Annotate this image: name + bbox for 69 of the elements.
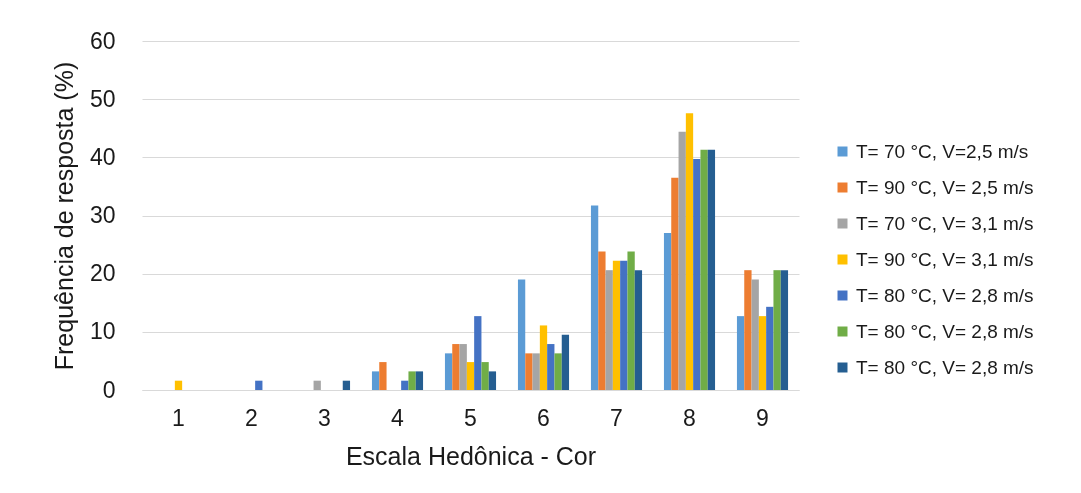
legend-label: T= 90 °C, V= 3,1 m/s — [856, 248, 1034, 270]
bar — [539, 325, 548, 390]
bar — [736, 316, 745, 390]
x-tick-label: 4 — [391, 404, 405, 431]
bar — [342, 380, 351, 390]
bar — [488, 371, 497, 390]
bar — [459, 344, 467, 390]
x-tick-label: 3 — [318, 404, 331, 431]
x-tick-label: 5 — [464, 404, 477, 431]
legend-label: T= 80 °C, V= 2,8 m/s — [856, 320, 1034, 342]
bar — [466, 362, 475, 390]
bar — [474, 316, 482, 390]
bar — [517, 279, 526, 390]
legend-label: T= 70 °C, V=2,5 m/s — [856, 140, 1029, 162]
y-tick-label: 50 — [89, 85, 116, 112]
bar — [605, 270, 613, 390]
y-axis-title: Frequência de resposta (%) — [49, 61, 78, 371]
bar — [590, 205, 599, 390]
x-tick-label: 6 — [537, 404, 550, 431]
y-tick-label: 30 — [89, 202, 116, 228]
y-tick-label: 10 — [89, 318, 116, 345]
x-tick-label: 1 — [172, 404, 185, 431]
x-tick-label: 8 — [683, 404, 696, 431]
bar — [452, 344, 460, 390]
bar — [620, 260, 628, 390]
bar — [766, 306, 774, 390]
x-axis-title: Escala Hedônica - Cor — [345, 441, 597, 470]
bar — [773, 270, 781, 390]
bar — [678, 131, 686, 390]
bar — [700, 149, 708, 390]
legend-label: T= 70 °C, V= 3,1 m/s — [856, 212, 1034, 234]
bar — [525, 353, 533, 390]
bar — [758, 316, 767, 390]
bar — [751, 279, 759, 390]
bar — [481, 362, 489, 390]
x-tick-label: 2 — [245, 404, 258, 431]
bar — [371, 371, 380, 390]
y-tick-label: 40 — [89, 143, 116, 170]
legend-label: T= 80 °C, V= 2,8 m/s — [856, 284, 1034, 306]
bar — [174, 380, 183, 390]
bar — [744, 270, 752, 390]
bar — [627, 251, 635, 390]
legend-label: T= 90 °C, V= 2,5 m/s — [856, 176, 1034, 198]
bar — [685, 113, 694, 390]
legend-label: T= 80 °C, V= 2,8 m/s — [856, 356, 1034, 378]
bar — [408, 371, 416, 390]
bar — [663, 232, 672, 390]
bar — [707, 149, 716, 390]
bar — [313, 380, 321, 390]
bar — [780, 270, 789, 390]
bar — [444, 353, 453, 390]
bar — [561, 334, 570, 390]
bar — [532, 353, 540, 390]
bar — [671, 177, 679, 390]
y-tick-label: 60 — [89, 27, 116, 54]
bar — [554, 353, 562, 390]
bar — [255, 380, 263, 390]
bar — [547, 344, 555, 390]
x-tick-label: 7 — [610, 404, 623, 431]
bar — [693, 159, 701, 390]
y-tick-label: 0 — [102, 376, 116, 403]
y-tick-label: 20 — [89, 260, 116, 287]
bar — [598, 251, 606, 390]
bar — [379, 362, 387, 390]
bar — [401, 380, 409, 390]
bar — [415, 371, 424, 390]
x-tick-label: 9 — [756, 404, 769, 431]
bar — [634, 270, 643, 390]
bar — [612, 260, 621, 390]
